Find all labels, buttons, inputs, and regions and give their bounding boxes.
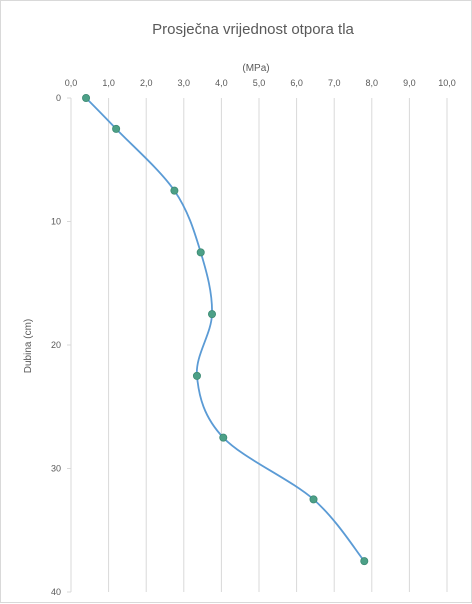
series-line: [85, 97, 365, 562]
x-tick-label: 8,0: [366, 78, 379, 88]
data-point: [219, 433, 228, 442]
data-point: [170, 186, 179, 195]
x-tick-label: 5,0: [253, 78, 266, 88]
data-point: [207, 310, 216, 319]
grid-lines: [67, 97, 448, 593]
data-point: [192, 371, 201, 380]
data-point: [309, 495, 318, 504]
x-tick-labels: 0,0 1,0 2,0 3,0 4,0 5,0 6,0 7,0 8,0 9,0 10,0: [65, 78, 456, 88]
y-tick-label: 10: [51, 217, 61, 227]
x-tick-label: 1,0: [102, 78, 115, 88]
x-tick-label: 9,0: [403, 78, 416, 88]
data-point: [82, 94, 91, 103]
x-tick-label: 3,0: [178, 78, 191, 88]
x-tick-label: 2,0: [140, 78, 153, 88]
data-series: [82, 94, 369, 566]
x-tick-label: 10,0: [438, 78, 456, 88]
y-tick-label: 40: [51, 587, 61, 597]
x-tick-label: 6,0: [290, 78, 303, 88]
y-tick-label: 30: [51, 464, 61, 474]
y-tick-label: 20: [51, 340, 61, 350]
chart-title: Prosječna vrijednost otpora tla: [152, 21, 354, 38]
data-point: [112, 124, 121, 133]
data-point: [196, 248, 205, 257]
x-tick-label: 4,0: [215, 78, 228, 88]
y-axis-title: Dubina (cm): [23, 319, 34, 373]
y-tick-labels: 0 10 20 30 40: [51, 93, 61, 597]
x-tick-label: 0,0: [65, 78, 78, 88]
x-tick-label: 7,0: [328, 78, 341, 88]
x-axis-title: (MPa): [242, 63, 269, 74]
y-tick-label: 0: [56, 93, 61, 103]
data-point: [360, 557, 369, 566]
